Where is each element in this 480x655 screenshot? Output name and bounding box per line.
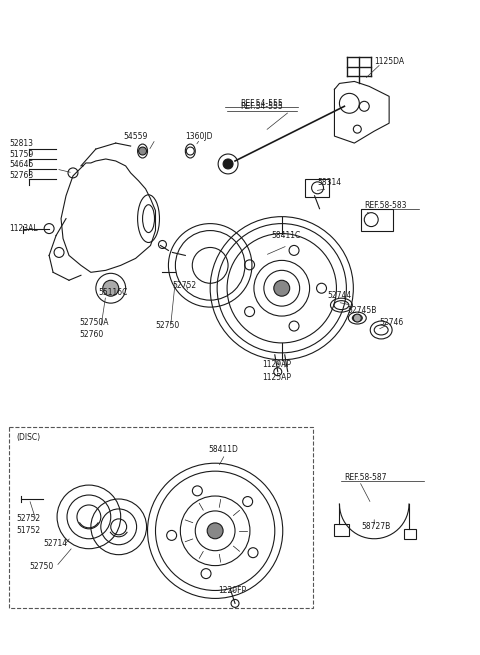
Text: 52752: 52752 xyxy=(172,281,196,290)
Text: 52760: 52760 xyxy=(79,331,103,339)
Text: 52750: 52750 xyxy=(156,320,180,329)
Text: 58411C: 58411C xyxy=(272,231,301,240)
Circle shape xyxy=(223,159,233,169)
Text: 52750A: 52750A xyxy=(79,318,108,327)
Circle shape xyxy=(207,523,223,539)
Text: 52745B: 52745B xyxy=(348,306,377,314)
Bar xyxy=(404,529,416,539)
Text: 1360JD: 1360JD xyxy=(185,132,213,141)
Text: 51759: 51759 xyxy=(9,149,34,159)
Text: 52714: 52714 xyxy=(43,539,67,548)
Text: 1125AP: 1125AP xyxy=(262,373,291,383)
Text: (DISC): (DISC) xyxy=(16,433,40,442)
Text: 54645: 54645 xyxy=(9,160,34,170)
Text: REF.54-555: REF.54-555 xyxy=(240,102,283,111)
Circle shape xyxy=(274,280,290,296)
Bar xyxy=(361,209,393,231)
Text: 1129AP: 1129AP xyxy=(262,360,291,369)
Text: 54559: 54559 xyxy=(123,132,148,141)
Text: 52763: 52763 xyxy=(9,172,34,180)
Text: 58411D: 58411D xyxy=(208,445,238,454)
Circle shape xyxy=(353,314,361,322)
Text: 58727B: 58727B xyxy=(361,522,391,531)
Text: 1220FP: 1220FP xyxy=(218,586,246,595)
Text: 58314: 58314 xyxy=(318,178,342,187)
Text: 52744: 52744 xyxy=(327,291,352,300)
Text: 52746: 52746 xyxy=(379,318,403,327)
Text: 52752: 52752 xyxy=(16,514,40,523)
Bar xyxy=(335,524,349,536)
Bar xyxy=(305,179,329,196)
Text: REF.58-587: REF.58-587 xyxy=(344,473,387,481)
Text: 51752: 51752 xyxy=(16,527,40,535)
Text: 1125DA: 1125DA xyxy=(374,57,404,66)
Text: REF.54-555: REF.54-555 xyxy=(240,99,283,108)
Text: 1123AL: 1123AL xyxy=(9,224,38,233)
Text: 55116C: 55116C xyxy=(99,288,128,297)
Circle shape xyxy=(139,147,146,155)
Circle shape xyxy=(103,280,119,296)
Text: REF.58-583: REF.58-583 xyxy=(364,201,407,210)
Text: 52750: 52750 xyxy=(29,562,53,571)
Text: 52813: 52813 xyxy=(9,139,33,147)
